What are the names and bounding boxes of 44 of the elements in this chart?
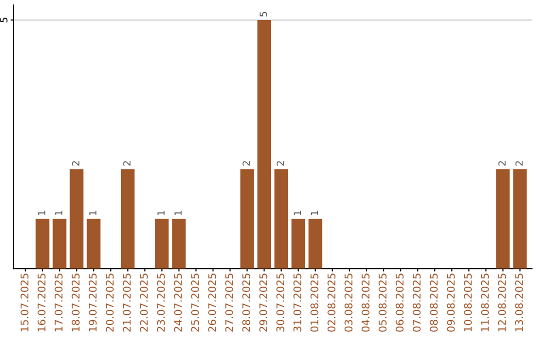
x-tick-label: 12.08.2025 [498, 274, 506, 332]
data-label: 1 [294, 210, 301, 216]
data-label: 5 [260, 12, 267, 16]
data-label: 1 [174, 210, 182, 216]
data-label: 2 [276, 161, 284, 166]
x-tick-label: 18.07.2025 [72, 274, 80, 332]
x-tick-label: 22.07.2025 [140, 274, 148, 332]
x-tick-label: 05.08.2025 [378, 274, 387, 332]
x-tick-label: 26.07.2025 [208, 274, 216, 332]
x-tick-label: 02.08.2025 [328, 274, 336, 332]
x-tick-label: 27.07.2025 [225, 274, 234, 332]
x-tick-label: 20.07.2025 [106, 274, 114, 332]
x-tick-label: 11.08.2025 [481, 274, 489, 332]
data-label: 2 [123, 161, 130, 166]
x-tick-label: 15.07.2025 [20, 274, 28, 332]
data-label: 1 [55, 210, 62, 216]
x-tick-label: 03.08.2025 [344, 274, 352, 332]
data-label: 2 [72, 161, 80, 166]
data-label: 1 [157, 210, 165, 216]
x-tick-label: 08.08.2025 [430, 274, 438, 332]
x-tick-label: 10.08.2025 [464, 274, 472, 332]
data-label: 2 [515, 161, 523, 166]
x-tick-label: 23.07.2025 [157, 274, 165, 332]
x-tick-label: 06.08.2025 [396, 274, 404, 332]
x-tick-label: 13.08.2025 [515, 274, 523, 332]
data-label: 2 [242, 161, 250, 166]
x-tick-label: 31.07.2025 [293, 274, 302, 332]
data-label: 1 [89, 210, 96, 216]
x-tick-label: 28.07.2025 [242, 274, 250, 332]
data-label: 2 [498, 161, 506, 166]
x-tick-label: 24.07.2025 [174, 274, 182, 332]
x-tick-label: 29.07.2025 [259, 274, 268, 332]
x-tick-label: 09.08.2025 [446, 274, 455, 332]
x-tick-label: 17.07.2025 [54, 274, 63, 332]
x-tick-label: 21.07.2025 [122, 274, 131, 332]
x-tick-label: 16.07.2025 [38, 274, 46, 332]
x-tick-label: 25.07.2025 [191, 274, 199, 332]
data-label: 1 [38, 210, 46, 216]
data-label: 1 [310, 210, 318, 216]
x-tick-label: 07.08.2025 [412, 274, 421, 332]
x-tick-label: 04.08.2025 [362, 274, 370, 332]
x-tick-label: 30.07.2025 [276, 274, 284, 332]
x-tick-label: 19.07.2025 [88, 274, 97, 332]
x-tick-label: 01.08.2025 [310, 274, 318, 332]
